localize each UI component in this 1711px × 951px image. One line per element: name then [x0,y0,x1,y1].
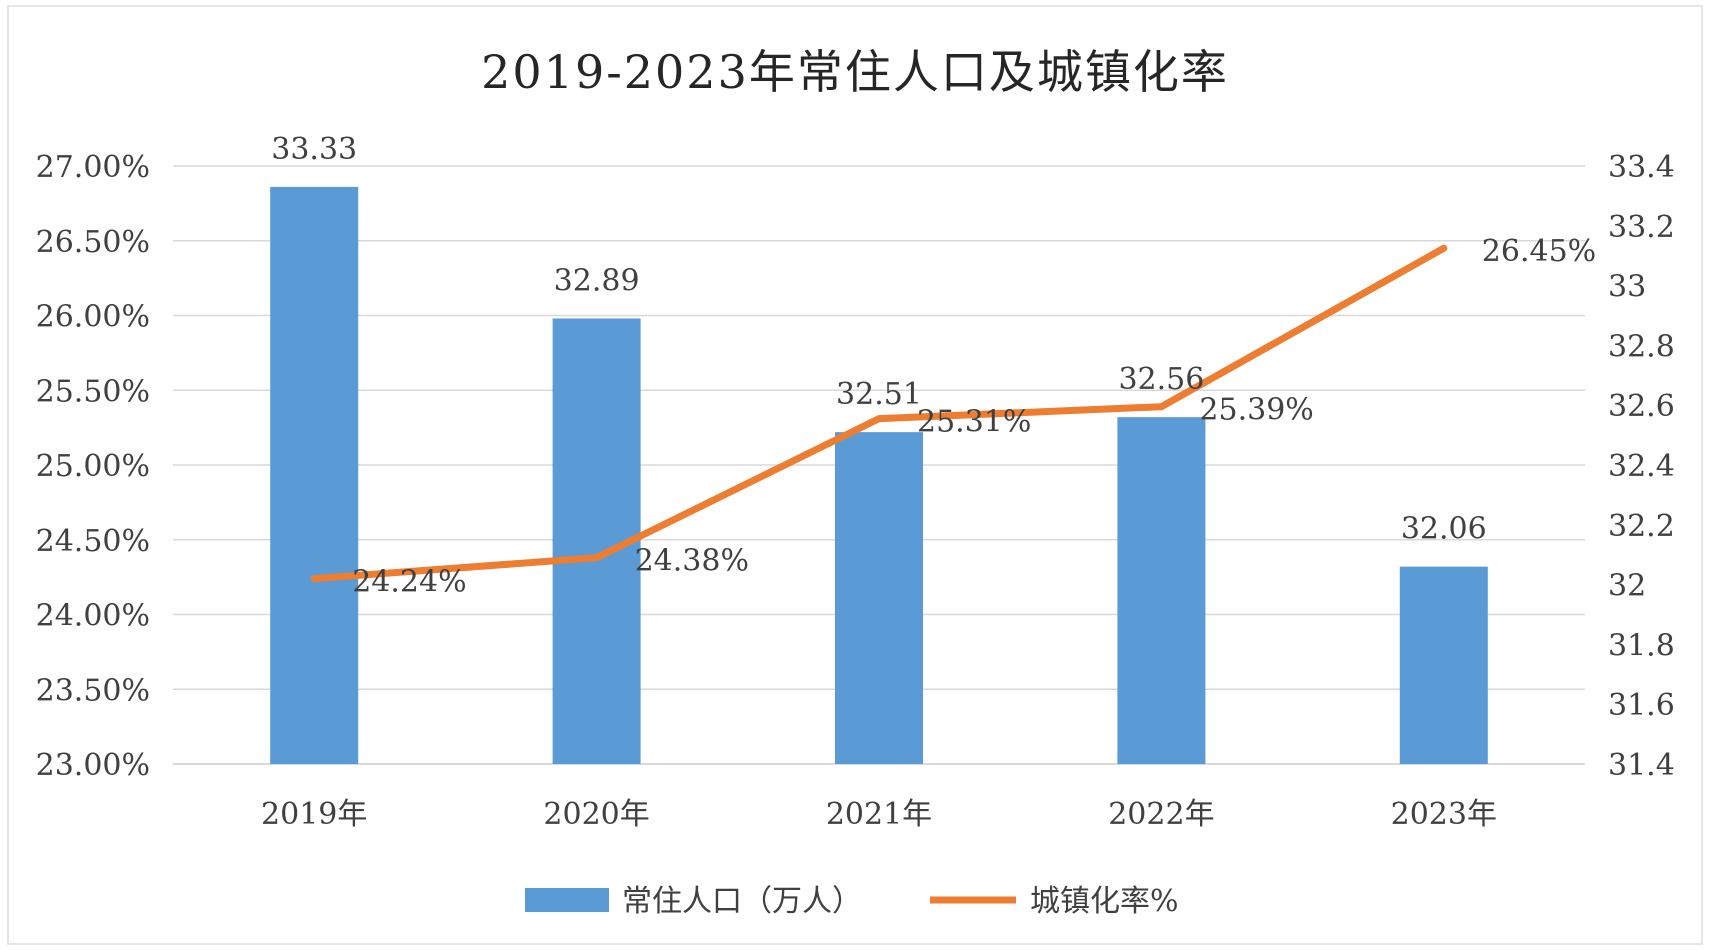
left-axis-tick-label: 23.50% [36,673,150,708]
series-line [310,244,1448,583]
category-label: 2020年 [543,797,649,832]
legend: 常住人口（万人） 城镇化率% [525,884,1179,919]
left-axis-tick-label: 26.50% [36,225,150,260]
gridlines [173,165,1585,690]
category-label: 2021年 [826,797,932,832]
bar [835,432,923,764]
line-series [310,244,1448,583]
chart-title: 2019-2023年常住人口及城镇化率 [481,45,1229,99]
line-data-label: 25.31% [917,405,1031,440]
left-axis-tick-label: 24.00% [36,599,150,634]
line-data-label: 24.24% [352,565,466,600]
right-axis-tick-label: 31.8 [1608,628,1675,663]
bar [1117,417,1206,764]
bar-data-label: 32.06 [1401,512,1487,547]
right-axis-tick-label: 31.6 [1608,688,1675,723]
left-axis-tick-label: 23.00% [36,748,150,783]
line-data-labels: 24.24% 24.38% 25.31% 25.39% 26.45% [352,234,1596,599]
bar [270,186,359,764]
right-axis-tick-label: 33 [1608,270,1646,305]
line-data-label: 26.45% [1482,234,1596,269]
category-label: 2023年 [1391,797,1497,832]
right-axis-tick-label: 33.4 [1608,150,1675,185]
bar-data-label: 33.33 [271,132,357,167]
bar-series [270,186,1488,764]
right-axis-tick-label: 33.2 [1608,210,1675,245]
right-axis-tick-labels: 31.4 31.6 31.8 32 32.2 32.4 32.6 32.8 33 33.2 33.4 [1608,150,1675,783]
line-data-label: 24.38% [635,544,749,579]
bar-data-labels: 33.33 32.89 32.51 32.56 32.06 [271,132,1486,547]
category-label: 2019年 [261,797,367,832]
left-axis-tick-label: 24.50% [36,524,150,559]
right-axis-tick-label: 32.2 [1608,509,1675,544]
left-axis-tick-label: 26.00% [36,300,150,335]
left-axis-tick-label: 27.00% [36,150,150,185]
legend-label-line: 城镇化率% [1030,884,1179,919]
right-axis-tick-label: 32.6 [1608,389,1675,424]
left-axis-tick-label: 25.00% [36,449,150,484]
right-axis-tick-label: 32.8 [1608,329,1675,364]
category-label: 2022年 [1108,797,1214,832]
legend-label-bar: 常住人口（万人） [622,884,862,919]
right-axis-tick-label: 32.4 [1608,449,1675,484]
left-axis-tick-labels: 23.00% 23.50% 24.00% 24.50% 25.00% 25.50% 26.0… [36,150,150,783]
bar-data-label: 32.89 [554,263,640,298]
category-axis-labels: 2019年 2020年 2021年 2022年 2023年 [261,797,1497,832]
bar-data-label: 32.56 [1118,362,1204,397]
right-axis-tick-label: 31.4 [1608,748,1675,783]
left-axis-tick-label: 25.50% [36,374,150,409]
right-axis-tick-label: 32 [1608,569,1646,604]
legend-swatch-bar [525,888,609,912]
bar [1399,566,1488,764]
chart-border [7,5,1703,945]
bar-data-label: 32.51 [836,377,922,412]
line-data-label: 25.39% [1199,393,1313,428]
